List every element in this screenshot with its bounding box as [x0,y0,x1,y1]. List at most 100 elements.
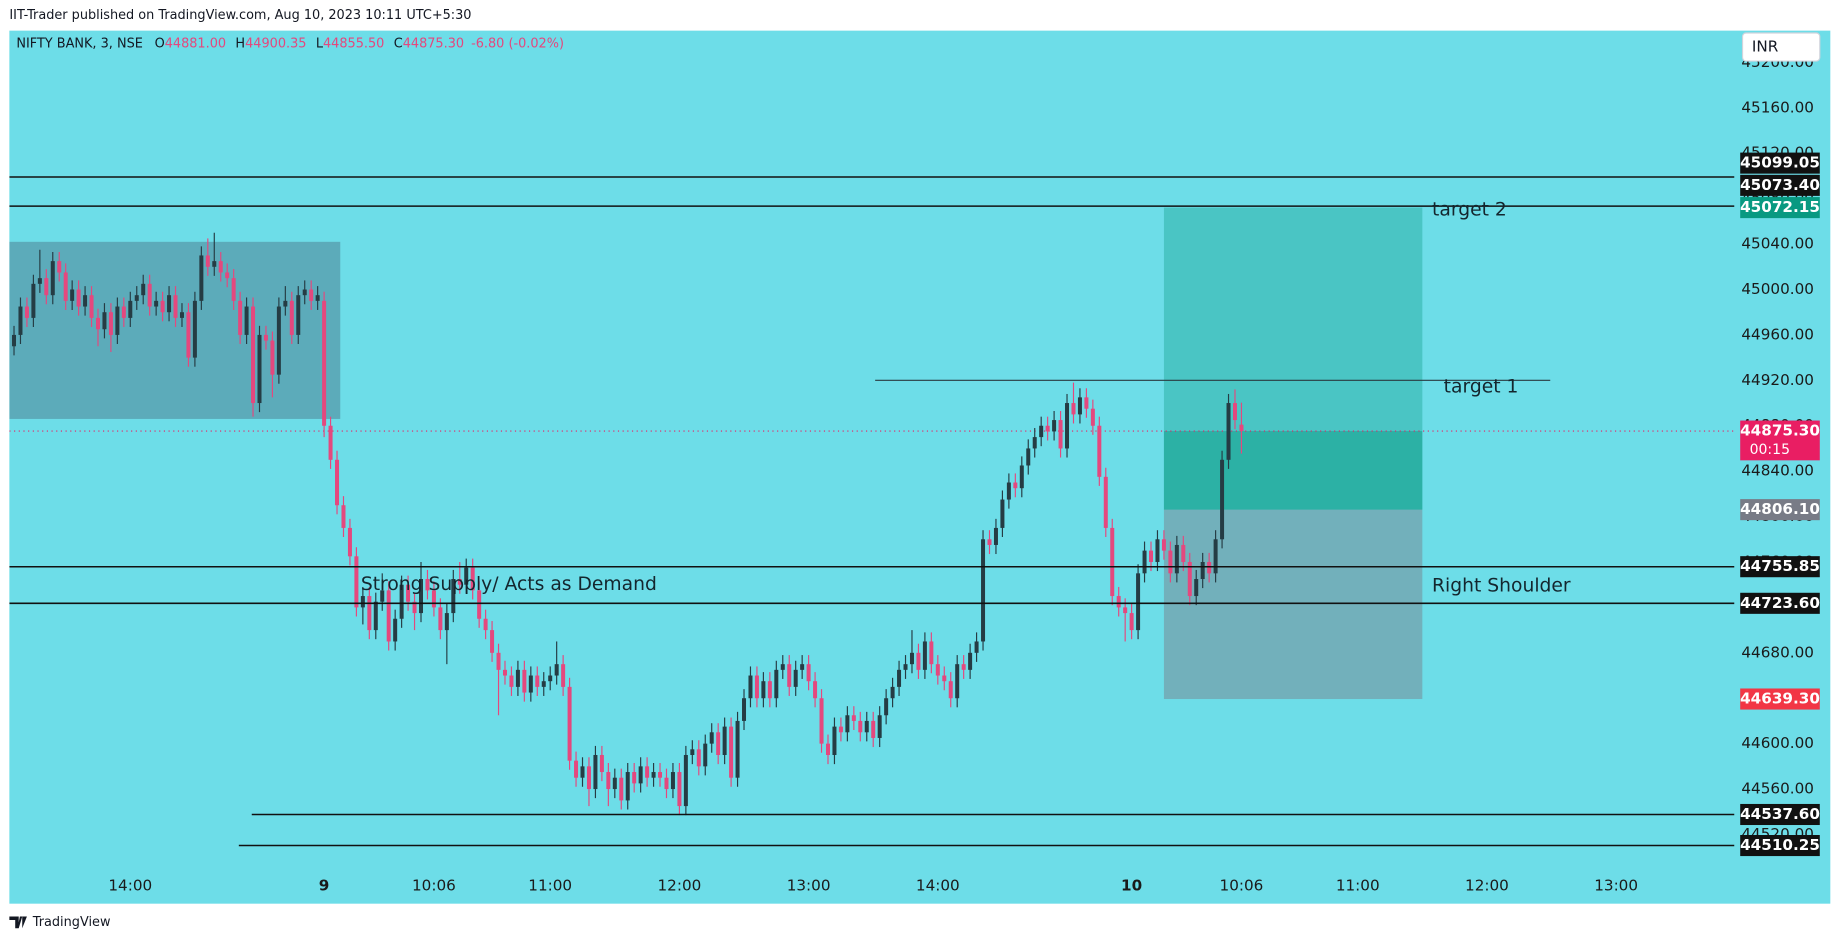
candle-body [444,613,449,631]
y-tick-label: 44560.00 [1741,780,1814,798]
x-tick-label: 13:00 [787,877,831,895]
candle-body [813,681,818,699]
x-tick-label: 10:06 [1220,877,1264,895]
y-tick-label: 45000.00 [1741,280,1814,298]
candle-body [225,272,230,279]
candle-body [709,732,714,744]
price-label: 45099.05 [1740,154,1820,172]
legend-key: O [155,36,165,51]
candle-body [1187,561,1192,597]
candle-body [612,777,617,790]
candle-body [884,698,889,716]
candle-body [806,664,811,682]
candle-body [800,664,805,670]
y-tick-label: 44920.00 [1741,371,1814,389]
candle-body [632,772,637,784]
x-tick-label: 10 [1121,877,1142,895]
candle-body [561,664,566,687]
legend-key: L [316,36,324,51]
candle-body [696,749,701,767]
candle-body [192,300,197,358]
candle-body [1239,424,1244,432]
candle-body [83,295,88,307]
candle-body [1142,550,1147,574]
candle-body [871,720,876,738]
candle-body [289,300,294,335]
legend-key: C [394,36,403,51]
price-label-box [1740,556,1820,578]
candle-body [477,590,482,619]
candle-body [186,312,191,358]
candle-body [412,601,417,614]
candle-body [793,669,798,687]
candle-body [716,732,721,755]
candle-body [406,584,411,602]
symbol: NIFTY BANK, 3, NSE [16,36,143,51]
candle-body [955,664,960,699]
candle-body [580,766,585,778]
candle-body [787,664,792,687]
candle-body [335,459,340,506]
candle-body [386,590,391,642]
y-tick-label: 44960.00 [1741,325,1814,343]
candle-body [231,278,236,301]
candle-body [754,675,759,699]
candle-body [115,306,120,335]
publisher-line: IIT-Trader published on TradingView.com,… [9,8,471,23]
candle-body [257,334,262,404]
candle-body [238,300,243,335]
candle-body [703,743,708,767]
candle-body [302,289,307,296]
risk-zone [1163,509,1423,700]
candle-body [651,772,656,778]
candle-body [1123,607,1128,614]
candle-body [528,675,533,693]
candle-body [12,334,17,347]
candle-body [18,306,23,335]
candle-body [31,283,36,318]
candle-body [877,715,882,738]
candle-body [1110,527,1115,597]
candle-body [1213,539,1218,574]
candle-body [1194,579,1199,597]
candle-body [509,675,514,687]
y-tick-label: 44680.00 [1741,643,1814,661]
candle-body [50,261,55,296]
candle-body [373,601,378,631]
price-label-box [1740,197,1820,219]
legend: NIFTY BANK, 3, NSE O44881.00 H44900.35 L448… [16,36,564,51]
candle-body [1084,397,1089,409]
candle-body [451,579,456,614]
price-label-box [1740,592,1820,614]
candle-body [1058,420,1063,449]
candle-body [1103,476,1108,528]
candle-body [548,675,553,682]
candle-body [968,652,973,670]
candle-body [838,726,843,733]
y-tick-label: 44840.00 [1741,462,1814,480]
countdown: 00:15 [1750,442,1790,458]
price-label: 44639.30 [1740,690,1820,708]
currency-button[interactable] [1741,32,1821,62]
candle-body [1077,397,1082,415]
candle-body [95,317,100,330]
candle-body [496,652,501,670]
candle-body [619,777,624,801]
candle-body [1071,403,1076,415]
brand-logo [9,916,27,929]
candle-body [1097,425,1102,477]
candle-body [1207,561,1212,574]
candle-body [522,669,527,693]
candle-body [102,312,107,330]
price-label-box [1740,174,1820,196]
x-tick-label: 11:00 [1336,877,1380,895]
candle-body [108,312,113,335]
candle-body [851,715,856,721]
candle-body [574,760,579,778]
legend-key: H [235,36,245,51]
y-tick-label: 45160.00 [1741,98,1814,116]
candle-body [638,766,643,784]
candle-body [1200,561,1205,580]
candle-body [1129,613,1134,631]
